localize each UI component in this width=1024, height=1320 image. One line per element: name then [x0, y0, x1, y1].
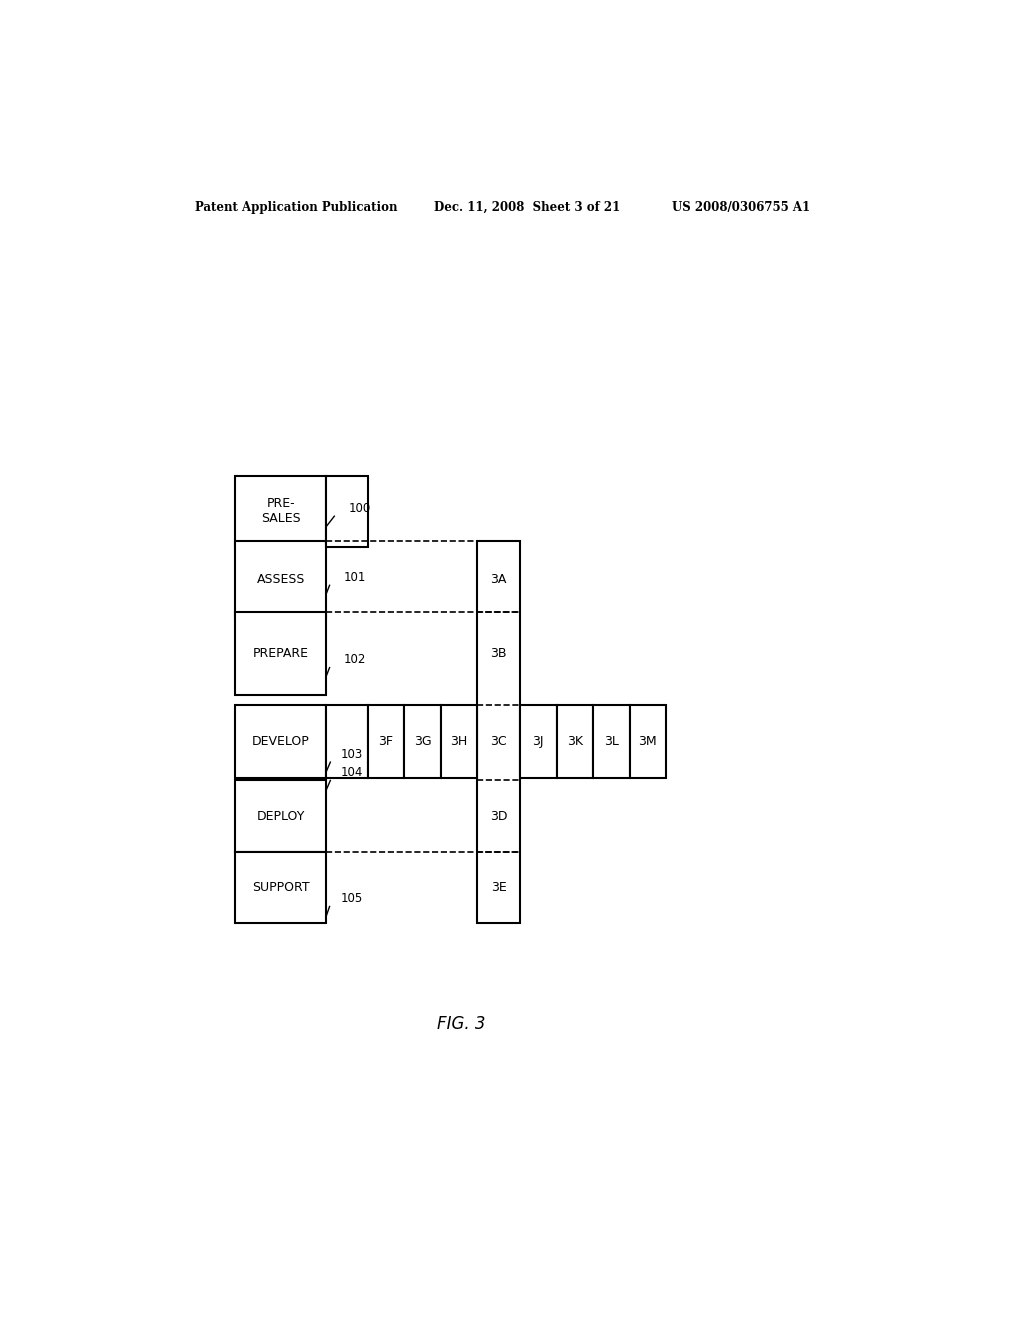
Text: 3D: 3D [489, 809, 507, 822]
Text: 105: 105 [341, 892, 362, 904]
Text: 3J: 3J [532, 735, 544, 748]
Text: Patent Application Publication: Patent Application Publication [196, 201, 398, 214]
Text: 104: 104 [341, 766, 364, 779]
Bar [520, 705, 557, 779]
Text: DEVELOP: DEVELOP [252, 735, 309, 748]
Text: 3G: 3G [414, 735, 431, 748]
Text: 101: 101 [344, 570, 367, 583]
Text: 3M: 3M [639, 735, 657, 748]
Text: 3A: 3A [490, 573, 507, 586]
Text: ASSESS: ASSESS [257, 573, 305, 586]
Text: 3F: 3F [379, 735, 393, 748]
Bar [327, 705, 368, 779]
Text: US 2008/0306755 A1: US 2008/0306755 A1 [672, 201, 810, 214]
Text: SUPPORT: SUPPORT [252, 880, 309, 894]
Text: PRE-
SALES: PRE- SALES [261, 498, 301, 525]
Text: 3L: 3L [604, 735, 618, 748]
Bar [404, 705, 440, 779]
Bar [236, 851, 327, 923]
Bar [593, 705, 630, 779]
Text: Dec. 11, 2008  Sheet 3 of 21: Dec. 11, 2008 Sheet 3 of 21 [433, 201, 620, 214]
Text: DEPLOY: DEPLOY [257, 809, 305, 822]
Bar [630, 705, 666, 779]
Text: 100: 100 [348, 502, 371, 515]
Bar [236, 611, 327, 696]
Bar [327, 475, 368, 546]
Bar [236, 705, 327, 779]
Bar [557, 705, 593, 779]
Text: 3B: 3B [490, 647, 507, 660]
Text: 3H: 3H [451, 735, 468, 748]
Bar [236, 780, 327, 851]
Bar [477, 541, 520, 923]
Bar [368, 705, 404, 779]
Text: 3E: 3E [490, 880, 507, 894]
Text: 102: 102 [344, 653, 367, 667]
Text: 103: 103 [341, 747, 362, 760]
Bar [440, 705, 477, 779]
Text: 3C: 3C [490, 735, 507, 748]
Bar [236, 475, 327, 546]
Text: FIG. 3: FIG. 3 [437, 1015, 485, 1034]
Text: 3K: 3K [567, 735, 583, 748]
Text: PREPARE: PREPARE [253, 647, 309, 660]
Bar [236, 541, 327, 618]
